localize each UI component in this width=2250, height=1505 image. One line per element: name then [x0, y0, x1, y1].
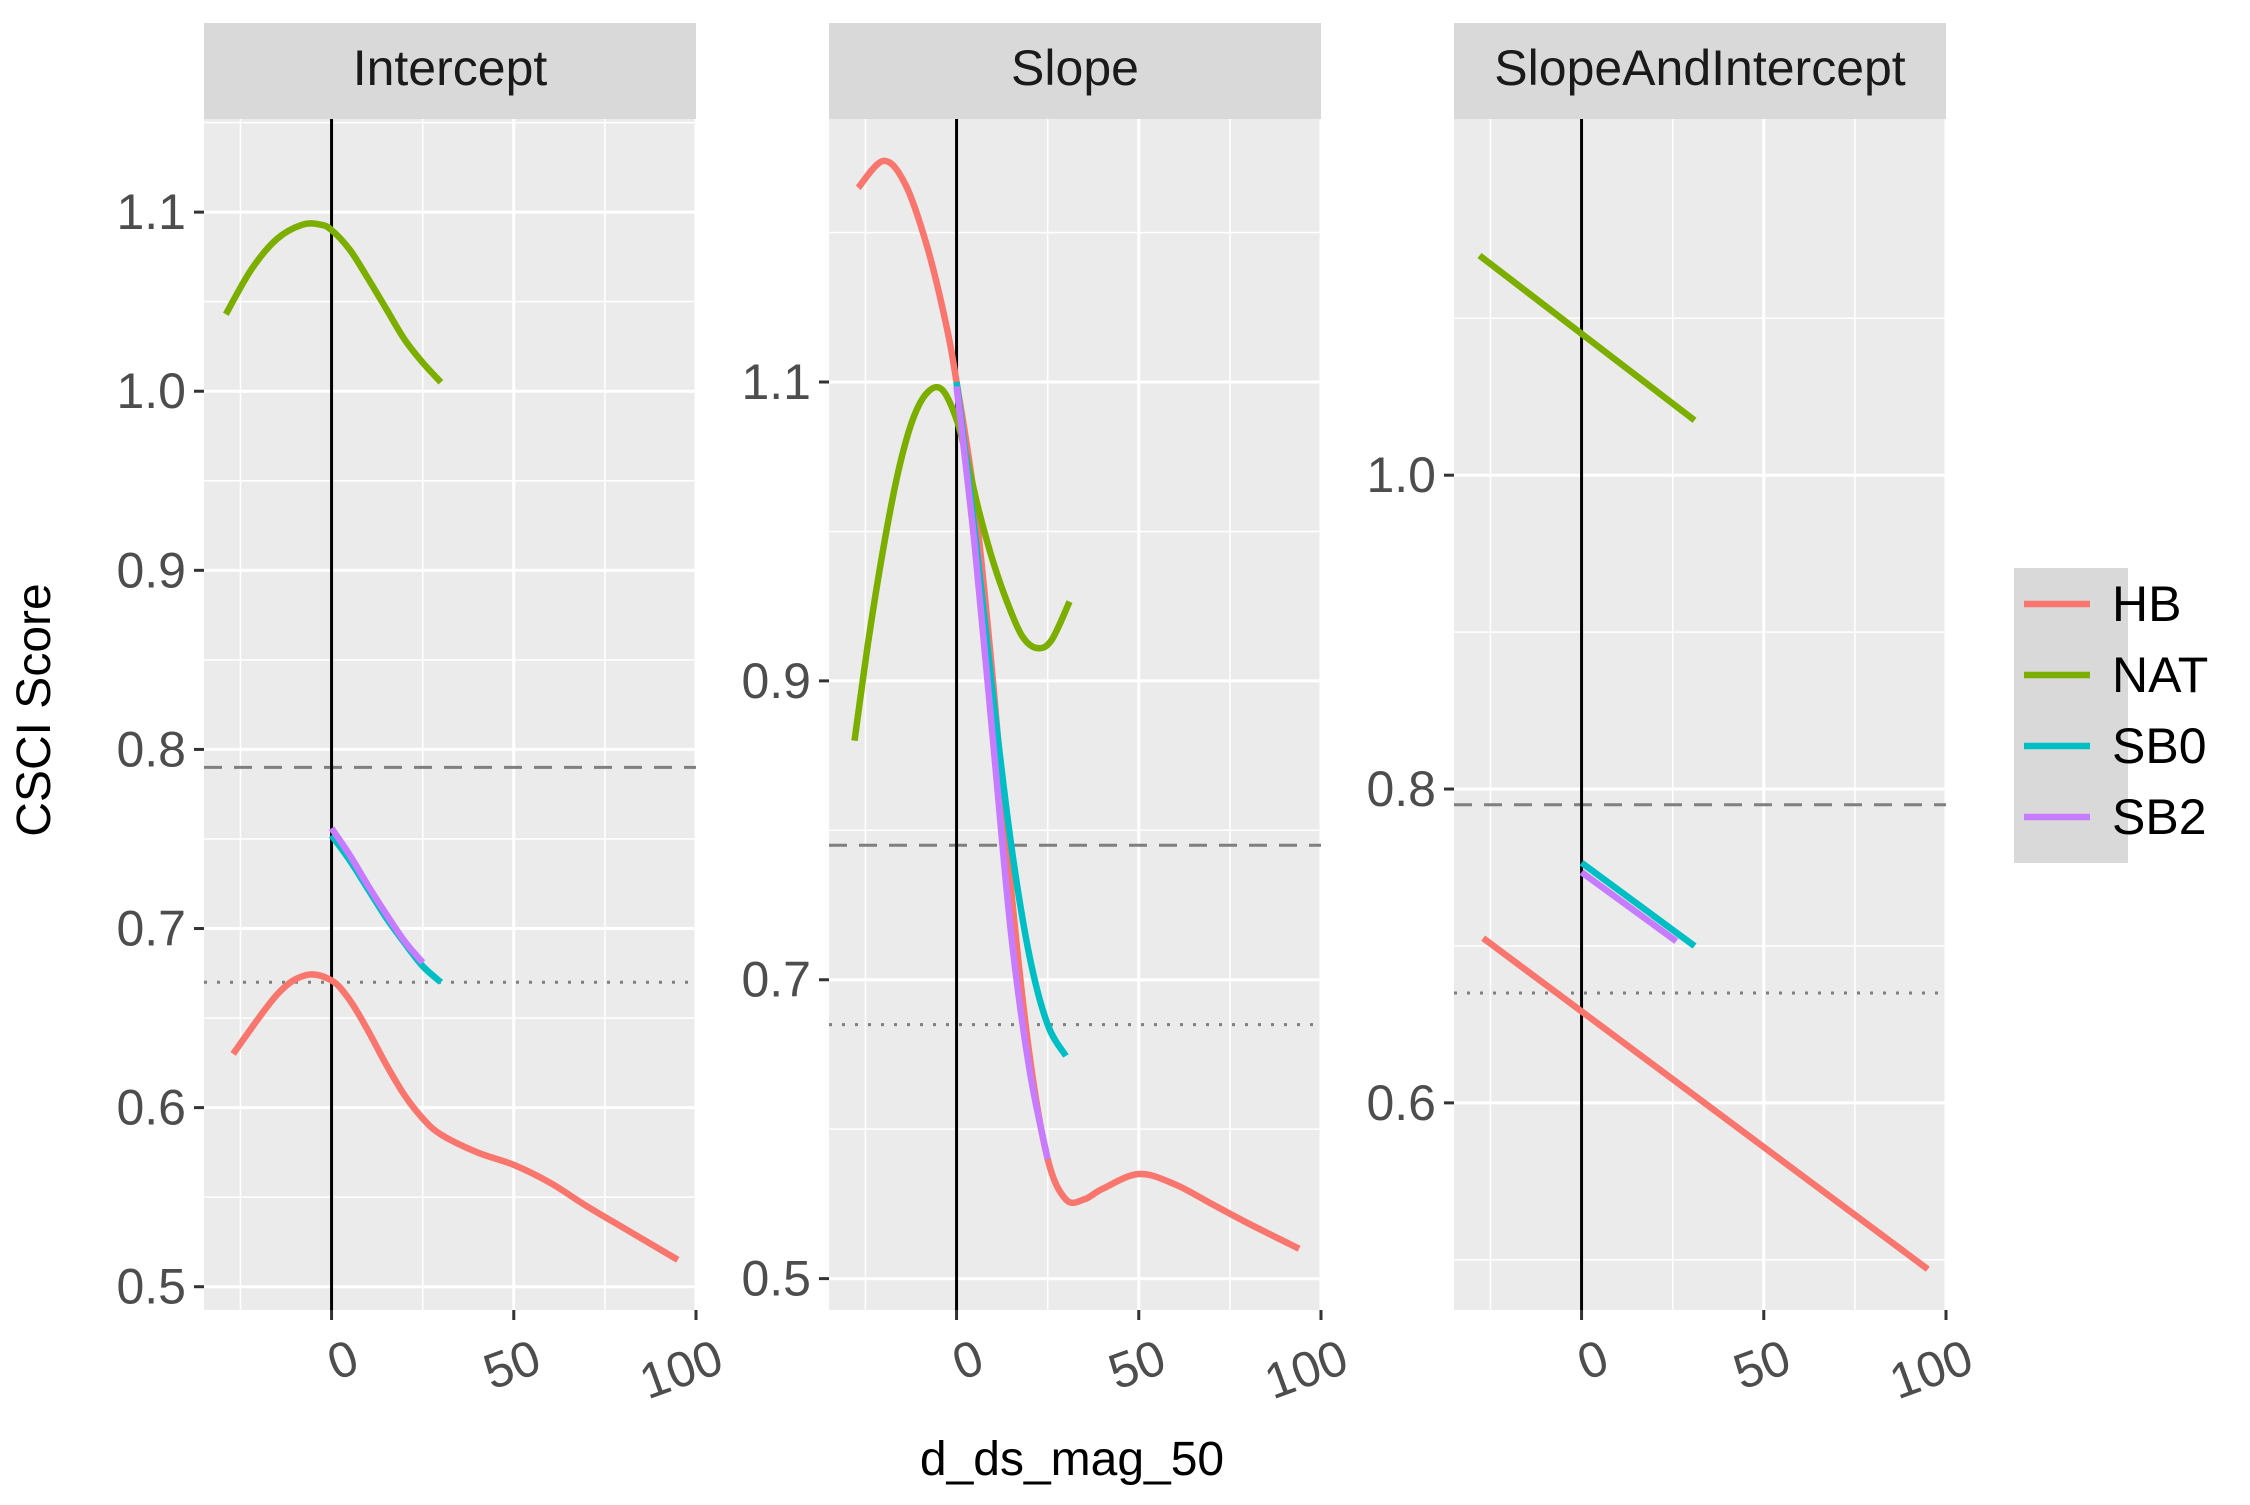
x-axis-title: d_ds_mag_50 [920, 1433, 1224, 1486]
y-tick-label: 1.1 [116, 184, 186, 240]
legend-label: NAT [2112, 647, 2208, 703]
y-tick-label: 1.1 [741, 354, 811, 410]
y-tick-label: 0.8 [1366, 761, 1436, 817]
x-tick-label: 100 [632, 1329, 730, 1410]
x-tick-label: 50 [1101, 1329, 1172, 1401]
series-line-hb [855, 157, 1301, 1252]
panel-background [204, 119, 696, 1310]
panel-title: Slope [1011, 40, 1139, 96]
panel-background [829, 119, 1321, 1310]
legend-entry-nat: NAT [2024, 647, 2208, 703]
panel-intercept: Intercept 0.5 0.6 0.7 0.8 0.9 1.0 1.1 0 50 100 [116, 23, 730, 1410]
y-tick-label: 0.5 [741, 1251, 811, 1307]
series-line-hb [230, 971, 680, 1263]
series-line-sb2 [328, 826, 426, 965]
legend-entry-sb0: SB0 [2024, 718, 2207, 774]
x-tick-label: 50 [1726, 1329, 1797, 1401]
x-tick-label: 0 [1570, 1329, 1615, 1391]
panel-title: SlopeAndIntercept [1494, 40, 1906, 96]
panel-background [1454, 119, 1946, 1310]
y-tick-label: 0.6 [1366, 1075, 1436, 1131]
legend-label: HB [2112, 576, 2181, 632]
y-axis-title: CSCI Score [8, 583, 61, 836]
legend-entry-sb2: SB2 [2024, 789, 2207, 845]
x-tick-label: 0 [320, 1329, 365, 1391]
x-tick-label: 100 [1882, 1329, 1980, 1410]
y-tick-label: 0.5 [116, 1259, 186, 1315]
y-tick-label: 0.6 [116, 1080, 186, 1136]
series-line-nat [223, 220, 444, 385]
x-tick-label: 100 [1257, 1329, 1355, 1410]
strip-background [204, 23, 696, 119]
y-tick-label: 0.7 [741, 952, 811, 1008]
panel-title: Intercept [353, 40, 548, 96]
y-tick-label: 0.9 [741, 653, 811, 709]
y-tick-label: 1.0 [1366, 447, 1436, 503]
x-tick-label: 0 [945, 1329, 990, 1391]
series-line-nat [1477, 252, 1697, 423]
legend: HB NAT SB0 SB2 [2014, 568, 2208, 863]
panel-slope: Slope 0.5 0.7 0.9 1.1 0 50 100 [741, 23, 1355, 1410]
legend-entry-hb: HB [2024, 576, 2181, 632]
y-tick-label: 1.0 [116, 363, 186, 419]
y-tick-label: 0.9 [116, 542, 186, 598]
x-tick-label: 50 [476, 1329, 547, 1401]
y-tick-label: 0.7 [116, 901, 186, 957]
series-line-hb [1481, 935, 1930, 1272]
legend-label: SB0 [2112, 718, 2207, 774]
series-line-sb2 [953, 386, 1051, 1160]
legend-label: SB2 [2112, 789, 2207, 845]
panel-slopeandintercept: SlopeAndIntercept 0.6 0.8 1.0 0 50 100 [1366, 23, 1980, 1410]
y-tick-label: 0.8 [116, 721, 186, 777]
series-line-sb0 [1579, 860, 1697, 949]
series-line-sb2 [1579, 869, 1679, 944]
strip-background [829, 23, 1321, 119]
strip-background [1454, 23, 1946, 119]
